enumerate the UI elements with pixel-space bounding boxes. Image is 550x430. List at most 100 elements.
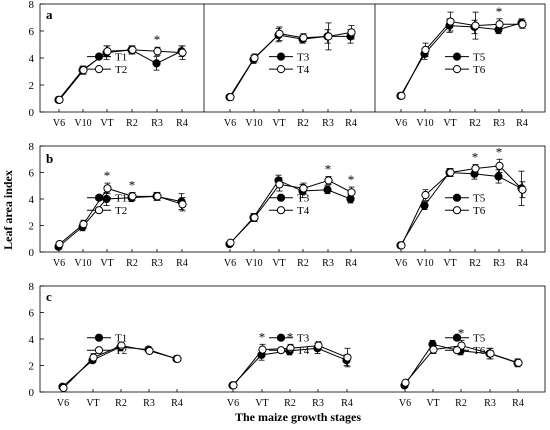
row-label-c: c <box>46 289 52 304</box>
x-tick-label: R4 <box>516 118 528 129</box>
legend-label: T2 <box>115 64 127 76</box>
data-point-T6 <box>397 91 406 100</box>
series-line-T4 <box>230 31 352 98</box>
legend-marker <box>452 333 462 342</box>
data-point-T2 <box>117 341 126 350</box>
row-label-a: a <box>46 7 53 22</box>
legend-label: T5 <box>473 193 486 205</box>
legend-marker <box>94 65 104 74</box>
x-tick-label: R4 <box>341 398 353 409</box>
x-tick-label: R3 <box>151 118 163 129</box>
data-point-T4 <box>299 33 308 42</box>
x-tick-label: V6 <box>395 258 407 269</box>
legend-marker <box>94 333 104 342</box>
y-tick-label: 4 <box>29 334 35 346</box>
series-line-T5 <box>400 171 522 246</box>
legend-marker <box>276 346 286 355</box>
legend-marker <box>94 193 104 202</box>
data-point-T6 <box>446 17 455 26</box>
data-point-T4 <box>314 341 323 350</box>
data-point-T2 <box>145 346 154 356</box>
data-point-T6 <box>401 378 410 387</box>
series-line-T4 <box>230 179 352 244</box>
y-tick-label: 6 <box>29 168 35 180</box>
data-point-T6 <box>397 241 406 250</box>
data-point-T2 <box>153 47 162 56</box>
data-point-T4 <box>258 345 267 354</box>
data-point-T6 <box>471 164 480 173</box>
significance-marker: * <box>104 168 111 183</box>
data-point-T2 <box>59 383 68 393</box>
y-tick-label: 6 <box>29 308 35 320</box>
x-tick-label: VT <box>443 118 456 129</box>
significance-marker: * <box>458 325 465 340</box>
data-point-T2 <box>153 192 162 201</box>
x-tick-label: V10 <box>416 118 433 129</box>
legend-marker <box>452 65 462 74</box>
x-tick-label: V6 <box>399 398 411 409</box>
y-tick-label: 8 <box>29 281 35 293</box>
data-point-T2 <box>79 220 88 229</box>
data-point-T2 <box>103 47 112 56</box>
data-point-T4 <box>299 184 308 193</box>
y-tick-label: 6 <box>29 26 35 38</box>
significance-marker: * <box>496 144 503 159</box>
x-tick-label: VT <box>100 258 113 269</box>
y-tick-label: 0 <box>29 107 35 119</box>
y-tick-label: 4 <box>29 194 35 206</box>
significance-marker: * <box>472 150 479 165</box>
data-point-T6 <box>429 345 438 354</box>
series-line-T6 <box>401 21 523 97</box>
legend-label: T4 <box>297 205 310 217</box>
x-tick-label: R3 <box>322 258 334 269</box>
legend-label: T2 <box>115 345 127 357</box>
data-point-T1 <box>102 194 111 204</box>
data-point-T2 <box>178 48 187 57</box>
x-tick-label: R2 <box>284 398 296 409</box>
x-tick-label: VT <box>255 398 268 409</box>
data-point-T4 <box>250 213 259 222</box>
data-point-T4 <box>226 93 235 102</box>
legend-label: T1 <box>115 333 127 345</box>
legend-label: T1 <box>115 193 127 205</box>
legend-label: T4 <box>297 345 310 357</box>
data-point-T6 <box>421 45 430 55</box>
x-tick-label: R3 <box>493 258 505 269</box>
data-point-T6 <box>514 358 523 367</box>
data-point-T2 <box>103 184 112 193</box>
legend-label: T6 <box>473 345 486 357</box>
y-tick-label: 2 <box>29 80 35 92</box>
x-tick-label: R2 <box>115 398 127 409</box>
series-line-T1 <box>58 49 182 101</box>
y-tick-label: 0 <box>29 387 35 399</box>
y-tick-label: 8 <box>29 141 35 153</box>
data-point-T6 <box>495 161 504 170</box>
legend-label: T5 <box>473 333 486 345</box>
x-tick-label: R3 <box>151 258 163 269</box>
series-line-T3 <box>229 179 351 245</box>
data-point-T2 <box>128 192 137 201</box>
y-tick-label: 4 <box>29 53 35 65</box>
legend-label: T3 <box>297 52 310 64</box>
row-label-b: b <box>46 151 53 166</box>
data-point-T6 <box>518 185 527 194</box>
x-tick-label: VT <box>426 398 439 409</box>
y-tick-label: 0 <box>29 247 35 259</box>
x-tick-label: V10 <box>245 118 262 129</box>
x-tick-label: V10 <box>245 258 262 269</box>
x-tick-label: R4 <box>345 258 357 269</box>
data-point-T6 <box>486 349 495 358</box>
data-point-T2 <box>178 200 187 209</box>
x-tick-label: V6 <box>57 398 69 409</box>
x-tick-label: R2 <box>469 118 481 129</box>
legend-marker <box>276 65 286 74</box>
x-tick-label: R2 <box>297 118 309 129</box>
significance-marker: * <box>287 329 294 344</box>
data-point-T2 <box>89 353 98 362</box>
x-tick-label: V6 <box>53 258 65 269</box>
